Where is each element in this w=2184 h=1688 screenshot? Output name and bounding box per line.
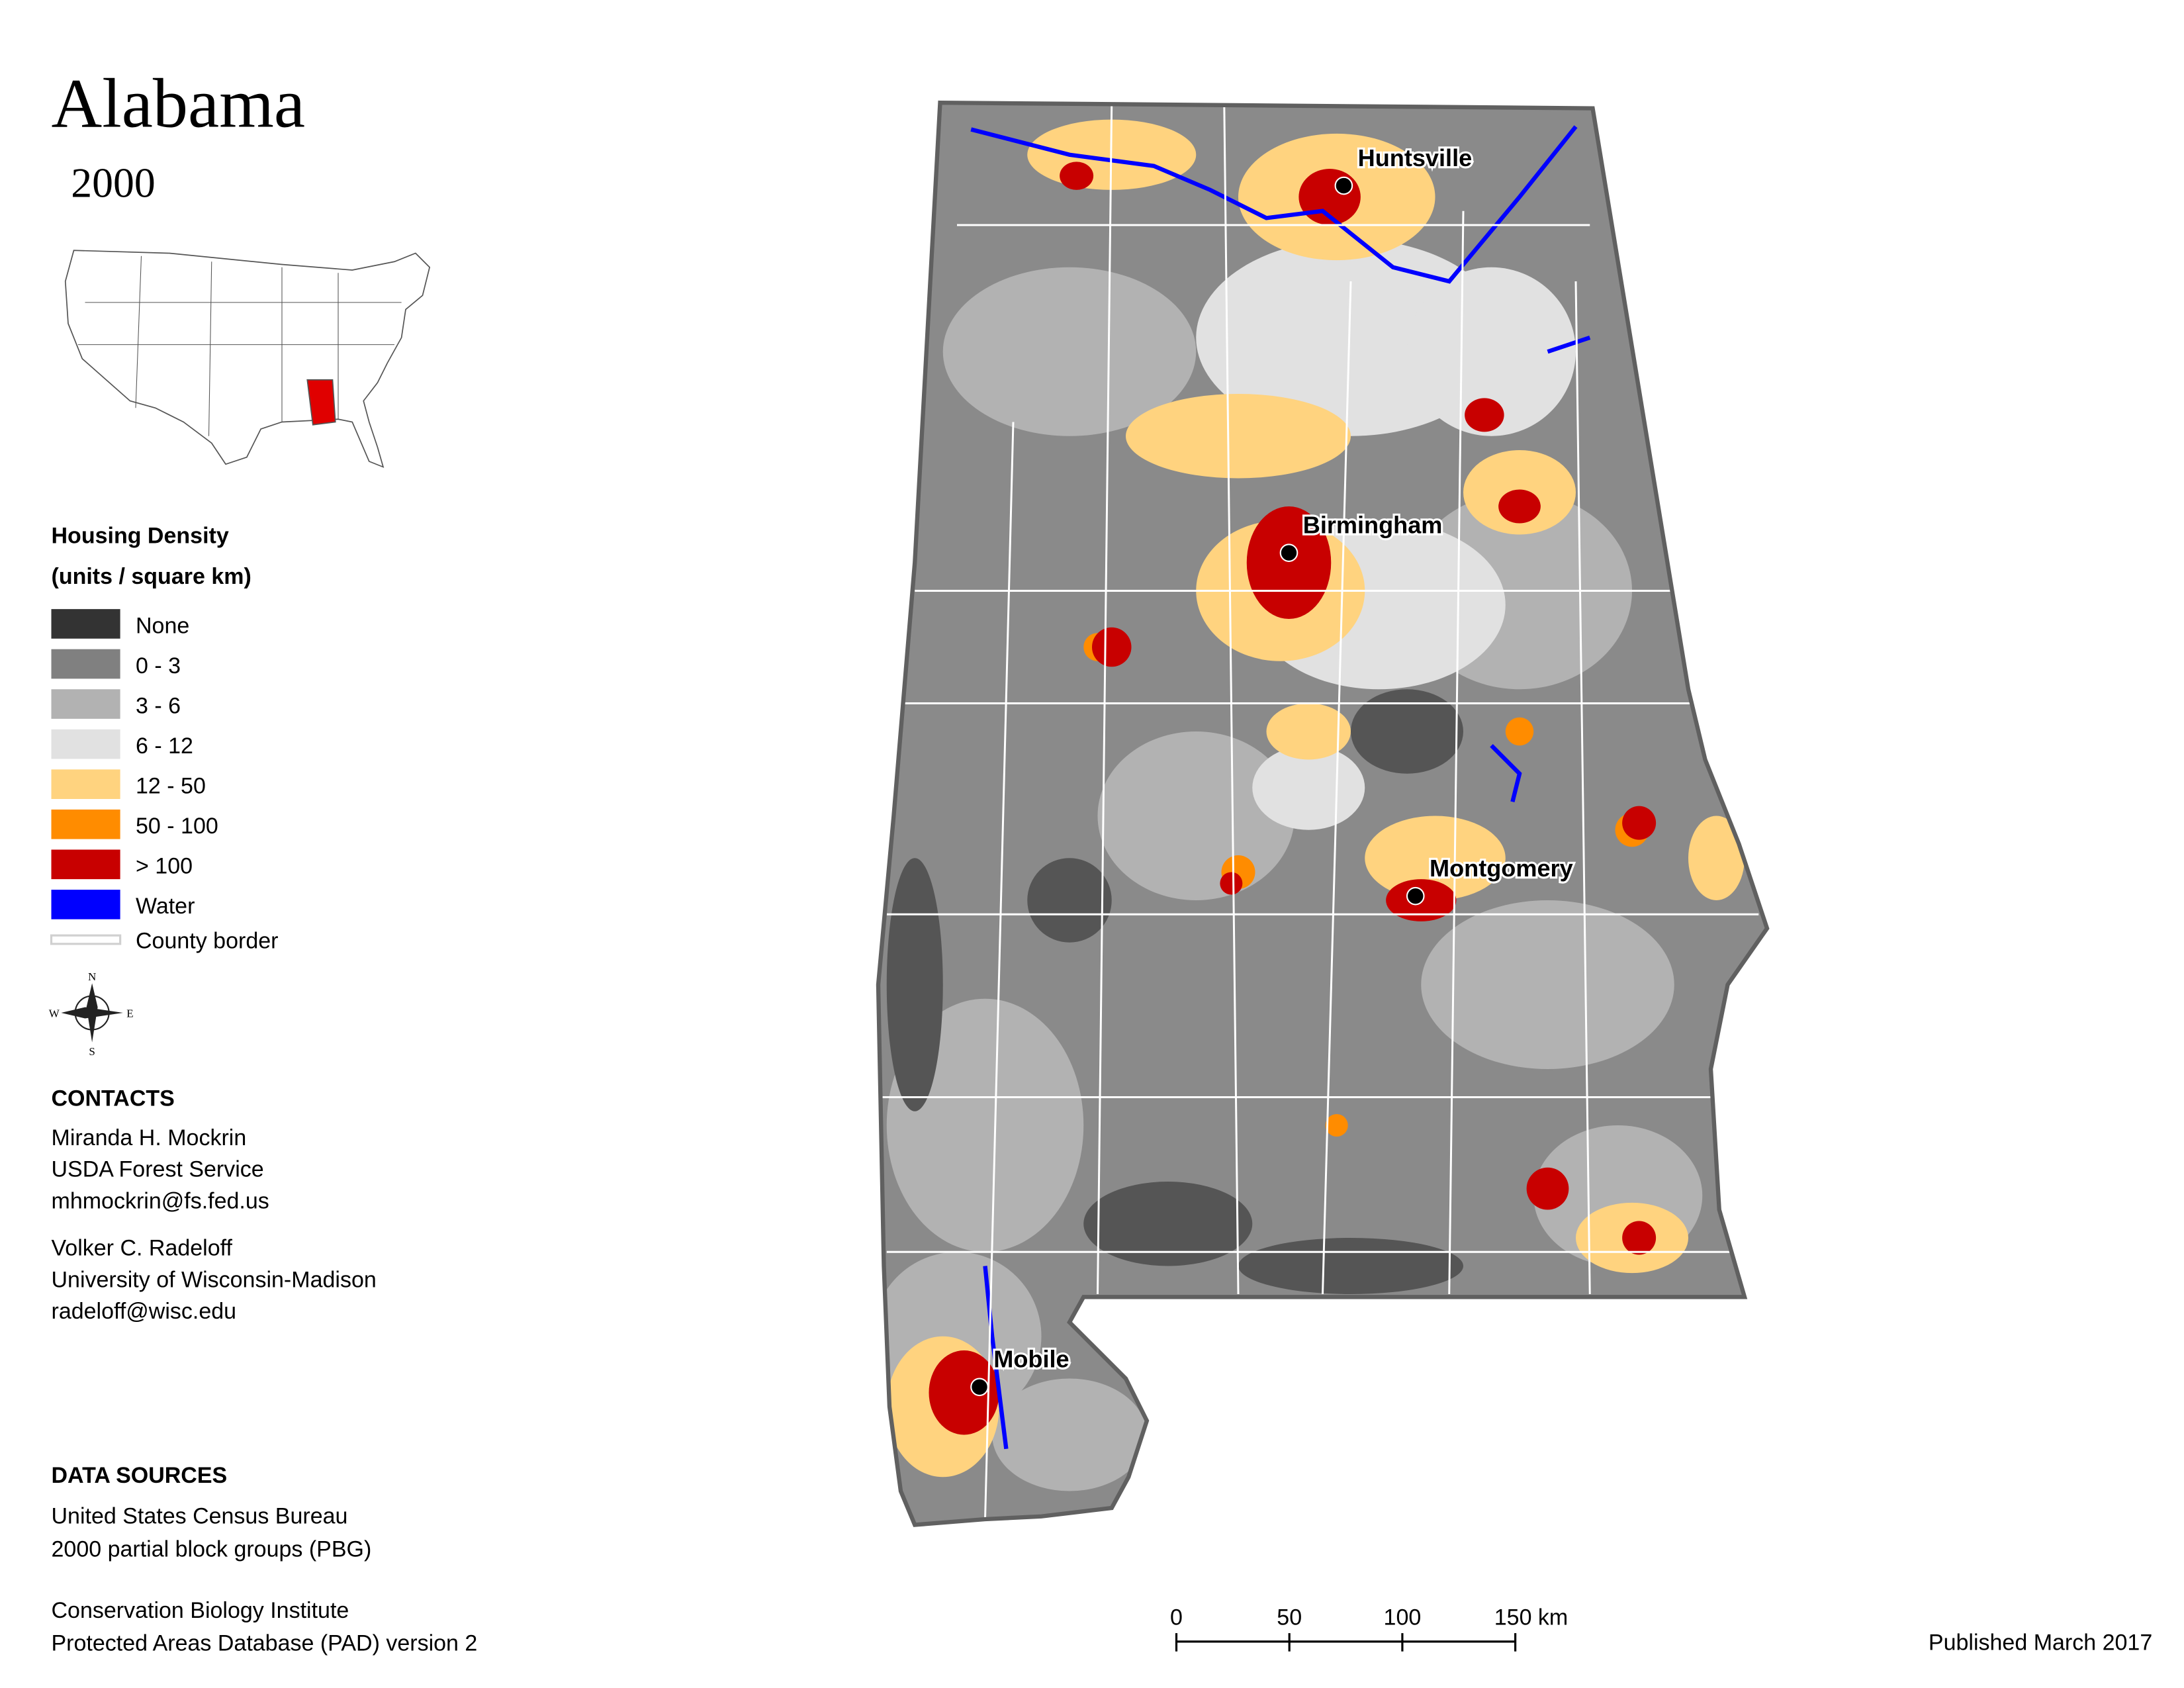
compass-s: S	[89, 1045, 95, 1058]
compass-e: E	[126, 1007, 133, 1019]
source-line: United States Census Bureau	[52, 1503, 348, 1528]
published-date: Published March 2017	[1929, 1630, 2152, 1656]
legend-label: 0 - 3	[136, 653, 181, 679]
contact-line: Miranda H. Mockrin	[52, 1125, 247, 1150]
legend-swatch	[51, 689, 120, 719]
legend-swatch	[51, 609, 120, 639]
legend-swatch	[51, 729, 120, 759]
contact-line: mhmockrin@fs.fed.us	[52, 1188, 269, 1213]
sources-heading: DATA SOURCES	[52, 1463, 228, 1488]
map-year: 2000	[71, 160, 156, 207]
city-dot	[1334, 176, 1353, 195]
scale-label: 0	[1170, 1605, 1183, 1630]
legend-title: Housing Density	[52, 523, 229, 548]
scale-label: 100	[1384, 1605, 1422, 1630]
legend-label: Water	[136, 894, 195, 919]
legend-swatch	[51, 809, 120, 839]
legend-label: 3 - 6	[136, 693, 181, 718]
alabama-map	[876, 100, 1770, 1527]
contacts: CONTACTS Miranda H. Mockrin USDA Forest S…	[52, 1086, 377, 1324]
source-line: Conservation Biology Institute	[52, 1598, 349, 1623]
legend-label: 6 - 12	[136, 733, 193, 759]
city-dot	[970, 1378, 989, 1397]
source-line: 2000 partial block groups (PBG)	[52, 1536, 372, 1562]
legend-label: 12 - 50	[136, 774, 206, 799]
legend-swatch	[51, 849, 120, 880]
legend-swatch	[51, 649, 120, 679]
legend-label: None	[136, 613, 189, 638]
contact-line: University of Wisconsin-Madison	[52, 1267, 377, 1292]
map-title: Alabama	[52, 64, 306, 142]
us-inset	[64, 250, 431, 468]
legend-border-swatch	[50, 934, 122, 945]
legend-swatch	[51, 890, 120, 919]
contacts-heading: CONTACTS	[52, 1086, 175, 1111]
legend-swatch	[51, 769, 120, 799]
city-label: Huntsville	[1358, 144, 1473, 171]
legend-label: > 100	[136, 854, 193, 879]
scale-label: 50	[1277, 1605, 1302, 1630]
city-label: Mobile	[993, 1346, 1069, 1373]
contact-line: USDA Forest Service	[52, 1157, 264, 1182]
city-label: Montgomery	[1430, 855, 1573, 882]
city-dot	[1279, 543, 1298, 562]
legend-subtitle: (units / square km)	[52, 564, 251, 589]
source-line: Protected Areas Database (PAD) version 2	[52, 1631, 478, 1656]
cities: Huntsville Birmingham Montgomery Mobile	[970, 142, 1575, 1397]
contact-line: Volker C. Radeloff	[52, 1236, 233, 1261]
compass-n: N	[88, 970, 96, 983]
scale-bar: 0 50 100 150 km	[1170, 1605, 1569, 1652]
legend: Housing Density (units / square km) None…	[50, 523, 278, 953]
city-label: Birmingham	[1303, 511, 1443, 538]
legend-label: County border	[136, 928, 278, 953]
scale-label: 150 km	[1494, 1605, 1569, 1630]
compass-w: W	[49, 1007, 60, 1019]
city-dot	[1406, 886, 1425, 906]
data-sources: DATA SOURCES United States Census Bureau…	[52, 1463, 478, 1656]
compass: N E S W	[49, 970, 134, 1058]
contact-line: radeloff@wisc.edu	[52, 1299, 237, 1324]
legend-label: 50 - 100	[136, 814, 218, 839]
